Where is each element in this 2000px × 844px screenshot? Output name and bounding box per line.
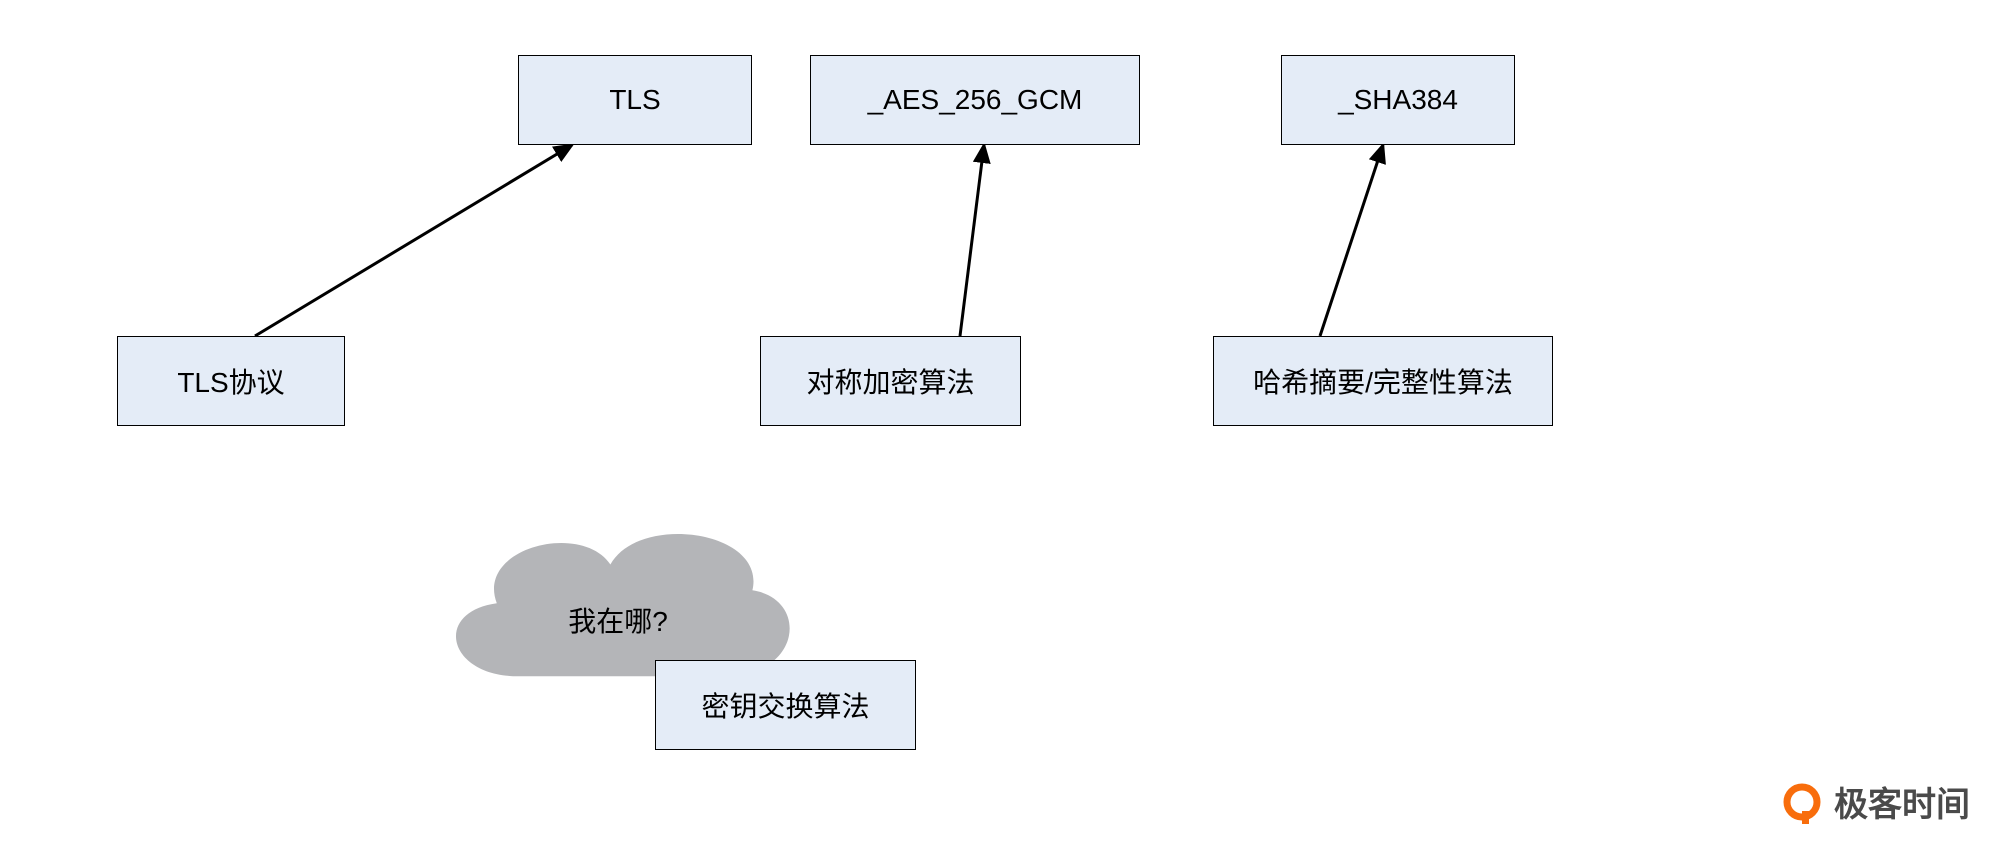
- box-sha-label: _SHA384: [1338, 84, 1458, 116]
- cloud-label: 我在哪?: [568, 600, 668, 640]
- box-tls: TLS: [518, 55, 752, 145]
- box-symmetric-encryption-label: 对称加密算法: [806, 361, 974, 401]
- box-tls-protocol: TLS协议: [117, 336, 345, 426]
- box-key-exchange-label: 密钥交换算法: [701, 685, 869, 725]
- box-tls-label: TLS: [609, 84, 660, 116]
- box-aes: _AES_256_GCM: [810, 55, 1140, 145]
- box-hash-algorithm-label: 哈希摘要/完整性算法: [1253, 361, 1513, 401]
- box-aes-label: _AES_256_GCM: [868, 84, 1083, 116]
- box-hash-algorithm: 哈希摘要/完整性算法: [1213, 336, 1553, 426]
- watermark: 极客时间: [1780, 777, 1970, 826]
- cloud-label-text: 我在哪?: [568, 606, 668, 637]
- box-sha: _SHA384: [1281, 55, 1515, 145]
- arrow-symenc-to-aes: [960, 145, 984, 336]
- watermark-logo-icon: [1780, 780, 1824, 824]
- box-symmetric-encryption: 对称加密算法: [760, 336, 1021, 426]
- watermark-text: 极客时间: [1834, 777, 1970, 826]
- box-tls-protocol-label: TLS协议: [177, 361, 284, 401]
- arrow-hash-to-sha: [1320, 145, 1383, 336]
- box-key-exchange: 密钥交换算法: [655, 660, 916, 750]
- arrow-tlsproto-to-tls: [255, 145, 572, 336]
